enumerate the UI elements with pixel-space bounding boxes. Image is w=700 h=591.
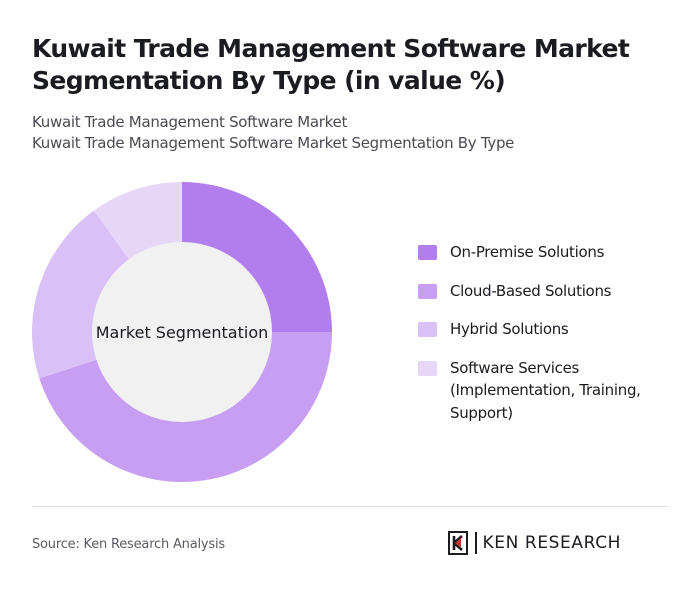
ken-research-logo: KEN RESEARCH — [447, 531, 621, 555]
donut-chart: Market Segmentation — [31, 182, 332, 482]
legend-label: Hybrid Solutions — [450, 320, 569, 338]
subtitle-line-2: Kuwait Trade Management Software Market … — [32, 134, 515, 152]
chart-title: Kuwait Trade Management Software Market … — [32, 34, 630, 95]
brand-name: KEN RESEARCH — [482, 533, 622, 553]
subtitle: Kuwait Trade Management Software Market … — [32, 112, 514, 154]
legend-swatch — [418, 245, 437, 260]
legend-swatch — [418, 360, 437, 376]
legend: On-Premise Solutions Cloud-Based Solutio… — [418, 241, 668, 440]
donut-hole — [92, 242, 272, 422]
legend-label: Cloud-Based Solutions — [450, 281, 612, 300]
legend-swatch — [418, 322, 437, 337]
legend-label: Software Services (Implementation, Train… — [450, 358, 641, 422]
logo-separator — [475, 532, 477, 554]
source-note: Source: Ken Research Analysis — [32, 537, 225, 552]
ken-research-logo-mark-icon — [448, 531, 468, 555]
legend-item: On-Premise Solutions — [418, 241, 668, 264]
legend-swatch — [418, 283, 437, 299]
legend-item: Software Services (Implementation, Train… — [418, 357, 668, 425]
legend-item: Cloud-Based Solutions — [418, 280, 668, 303]
center-label: Market Segmentation — [96, 323, 269, 342]
legend-label: On-Premise Solutions — [450, 243, 605, 261]
footer-divider — [32, 506, 668, 507]
legend-item: Hybrid Solutions — [418, 318, 668, 341]
subtitle-line-1: Kuwait Trade Management Software Market — [32, 113, 348, 131]
